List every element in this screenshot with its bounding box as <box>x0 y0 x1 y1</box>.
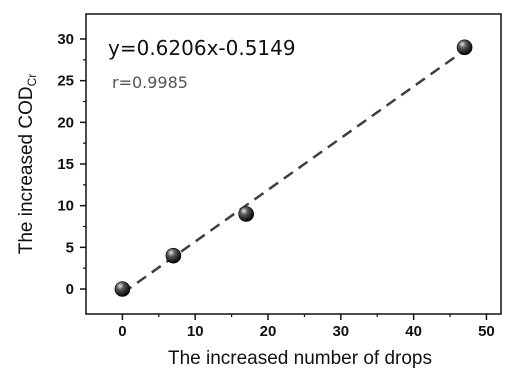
data-point <box>238 206 254 222</box>
y-tick-label: 30 <box>57 31 74 48</box>
y-axis-ticks: 0 5 10 15 20 25 30 <box>57 31 86 298</box>
data-point <box>165 247 182 264</box>
fit-line <box>121 49 466 295</box>
y-tick-label: 10 <box>57 198 74 215</box>
y-tick-label: 0 <box>66 281 74 298</box>
y-axis-title: The increased CODCr <box>16 74 39 255</box>
x-axis-ticks: 0 10 20 30 40 50 <box>118 314 495 340</box>
equation-label: y=0.6206x-0.5149 <box>108 36 296 60</box>
x-tick-label: 40 <box>405 323 422 340</box>
x-tick-label: 50 <box>478 323 495 340</box>
y-tick-label: 20 <box>57 114 74 131</box>
x-tick-label: 20 <box>260 323 277 340</box>
data-points <box>114 39 473 297</box>
x-tick-label: 30 <box>332 323 349 340</box>
y-tick-label: 25 <box>57 73 74 90</box>
x-tick-label: 10 <box>187 323 204 340</box>
x-axis-title: The increased number of drops <box>168 348 432 369</box>
x-tick-label: 0 <box>118 323 126 340</box>
y-tick-label: 15 <box>57 156 74 173</box>
y-axis-title-main: The increased COD <box>16 86 37 254</box>
data-point <box>114 281 131 297</box>
y-axis-title-sub: Cr <box>25 74 39 87</box>
r-value-label: r=0.9985 <box>112 73 188 92</box>
y-tick-label: 5 <box>66 239 74 256</box>
data-point <box>456 39 473 56</box>
